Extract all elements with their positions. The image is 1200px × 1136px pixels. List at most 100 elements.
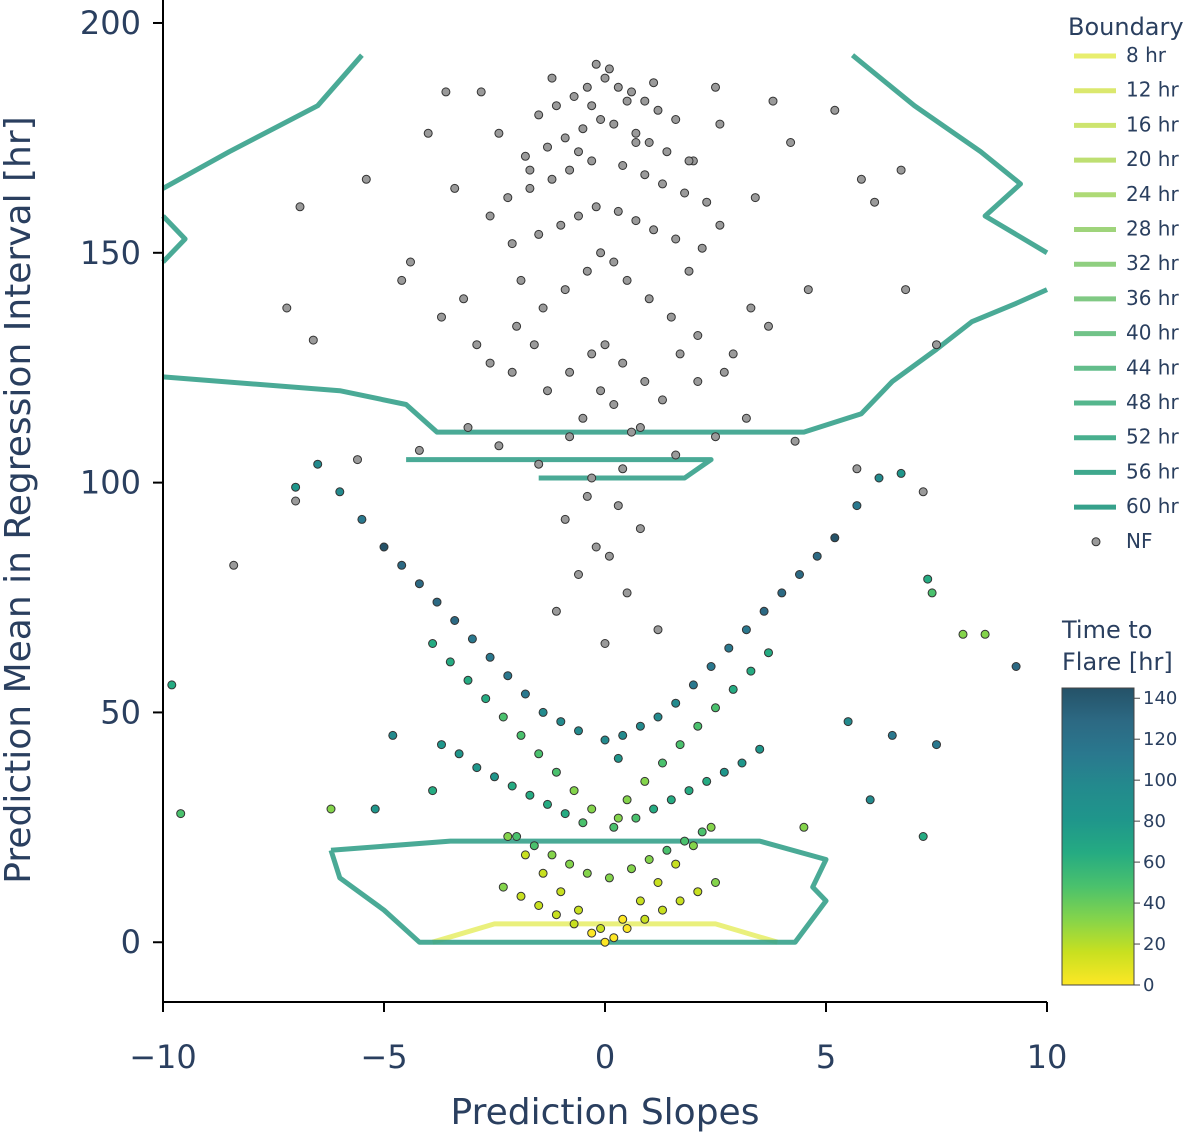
flare-point [741, 625, 751, 635]
nf-point [644, 138, 654, 147]
nf-point [406, 257, 415, 267]
nf-point [516, 275, 526, 285]
nf-point [604, 64, 614, 74]
nf-point [560, 285, 570, 295]
flare-point [675, 740, 685, 750]
colorbar-tick-label: 60 [1143, 852, 1166, 873]
flare-point [923, 574, 933, 584]
nf-point [423, 128, 433, 138]
legend-label: 20 hr [1126, 147, 1179, 171]
nf-point [609, 400, 619, 409]
nf-point [684, 266, 694, 276]
y-tick-label: 200 [80, 4, 141, 42]
nf-point [613, 82, 623, 92]
flare-point [556, 717, 566, 727]
nf-point [565, 432, 575, 442]
x-ticks: −10 −5 0 5 10 [129, 1002, 1067, 1076]
flare-point [503, 671, 513, 681]
flare-point [671, 859, 681, 869]
nf-point [693, 377, 703, 386]
nf-point [790, 436, 800, 446]
flare-point [755, 744, 765, 754]
flare-point [746, 666, 756, 676]
nf-point [901, 285, 911, 295]
nf-point [503, 193, 513, 203]
nf-point [644, 294, 654, 304]
boundary-line [850, 53, 1049, 255]
nf-point [658, 395, 667, 405]
colorbar-title-line1: Time to [1061, 616, 1152, 644]
nf-point [353, 455, 362, 465]
flare-point [565, 859, 575, 869]
nf-point [711, 82, 720, 92]
legend-label: 16 hr [1126, 112, 1179, 136]
nf-point [653, 625, 663, 635]
nf-point [702, 197, 712, 207]
nf-point [768, 96, 778, 106]
nf-point [308, 335, 318, 345]
flare-point [662, 845, 672, 855]
flare-point [874, 473, 884, 483]
boundary-line [431, 921, 779, 945]
nf-point [574, 211, 583, 221]
colorbar-title-line2: Flare [hr] [1062, 648, 1173, 676]
flare-point [675, 896, 685, 906]
nf-point [596, 386, 606, 396]
flare-point [587, 928, 597, 938]
y-tick-label: 100 [80, 464, 141, 502]
flare-point [724, 643, 734, 653]
flare-point [737, 758, 747, 768]
flare-point [887, 730, 897, 740]
flare-point [644, 855, 654, 864]
flare-point [640, 914, 650, 924]
nf-point [719, 367, 729, 377]
flare-point [764, 648, 773, 658]
flare-point [370, 804, 380, 814]
flare-point [551, 910, 561, 920]
legend-label: 24 hr [1126, 182, 1179, 206]
flare-point [684, 786, 694, 796]
legend-items: 8 hr 12 hr 16 hr 20 hr 24 hr 28 hr 32 hr 36 hr 4… [1074, 43, 1179, 553]
flare-point [428, 639, 438, 648]
flare-point [1011, 662, 1021, 671]
nf-point [560, 514, 570, 524]
colorbar-tick-label: 0 [1143, 975, 1154, 996]
flare-point [927, 588, 937, 598]
flare-point [516, 891, 526, 901]
nf-point [609, 257, 619, 267]
nf-point [472, 340, 482, 350]
flare-point [551, 767, 561, 777]
nf-point [728, 349, 738, 359]
boundary-line [161, 53, 364, 191]
nf-point [529, 340, 539, 350]
nf-point [618, 358, 628, 368]
flare-point [622, 924, 632, 933]
nf-point [591, 59, 601, 69]
colorbar-tick-label: 140 [1143, 688, 1177, 709]
flare-point [600, 937, 610, 947]
flare-point [516, 730, 526, 740]
flare-point [538, 868, 548, 878]
flare-point [534, 901, 544, 910]
nf-point [582, 491, 592, 501]
flare-point [609, 933, 619, 943]
flare-point [503, 832, 513, 841]
flare-point [604, 873, 614, 883]
nf-point [291, 496, 301, 506]
nf-point [591, 202, 601, 212]
nf-point [618, 161, 628, 170]
nf-point [282, 303, 292, 313]
nf-point [640, 96, 650, 106]
legend-label: 28 hr [1126, 217, 1179, 241]
nf-point [830, 105, 840, 115]
nf-point [565, 367, 575, 377]
flare-point [397, 560, 407, 570]
nf-points [229, 59, 941, 648]
boundary-line [406, 457, 714, 481]
nf-point [852, 464, 862, 474]
flare-point [688, 841, 698, 851]
flare-point [702, 776, 712, 786]
nf-point [649, 78, 659, 88]
nf-point [520, 151, 530, 161]
flare-point [932, 740, 941, 750]
